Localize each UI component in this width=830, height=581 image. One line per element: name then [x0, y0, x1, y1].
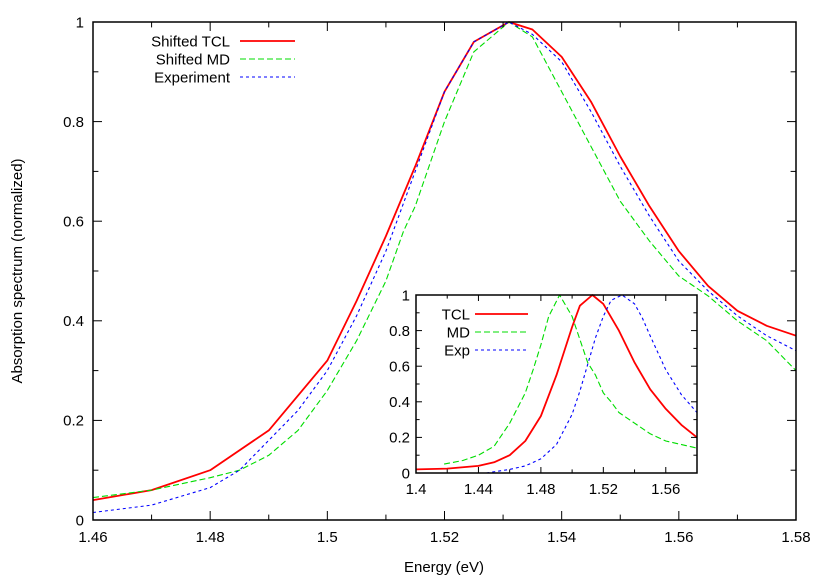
- x-tick-label: 1.5: [317, 529, 338, 546]
- x-axis-label: Energy (eV): [404, 559, 484, 576]
- x-tick-label: 1.52: [430, 529, 459, 546]
- main-x-axis: 1.46 1.48 1.5 1.52 1.54 1.56 1.58: [78, 22, 811, 546]
- legend-label: TCL: [442, 306, 470, 323]
- legend-label: Shifted TCL: [151, 33, 230, 50]
- x-tick-label: 1.48: [196, 529, 225, 546]
- main-y-axis: 0 0.2 0.4 0.6 0.8 1: [63, 14, 796, 529]
- legend-label: Experiment: [154, 69, 231, 86]
- series-shifted-md: [92, 21, 797, 499]
- series-exp: [486, 294, 698, 474]
- legend-label: Shifted MD: [156, 51, 230, 68]
- legend-label: Exp: [444, 342, 470, 359]
- series-experiment: [92, 21, 797, 514]
- y-axis-label: Absorption spectrum (normalized): [9, 158, 26, 383]
- y-tick-label: 0.8: [389, 323, 410, 340]
- x-tick-label: 1.54: [547, 529, 576, 546]
- y-tick-label: 0.2: [63, 413, 84, 430]
- inset-y-axis: 0 0.2 0.4 0.6 0.8 1: [389, 287, 697, 482]
- y-tick-label: 0.4: [63, 313, 84, 330]
- inset-plot: 1.4 1.44 1.48 1.52 1.56 0 0.2 0.4 0.6 0.8 1 TCLMD…: [389, 287, 698, 498]
- y-tick-label: 0.2: [389, 430, 410, 447]
- y-tick-label: 0.8: [63, 114, 84, 131]
- y-tick-label: 0: [402, 465, 410, 482]
- y-tick-label: 0.4: [389, 394, 410, 411]
- x-tick-label: 1.56: [664, 529, 693, 546]
- inset-curves: [415, 294, 698, 474]
- x-tick-label: 1.44: [464, 481, 493, 498]
- series-tcl: [415, 294, 698, 471]
- x-tick-label: 1.4: [406, 481, 427, 498]
- y-tick-label: 0: [76, 512, 84, 529]
- x-tick-label: 1.46: [78, 529, 107, 546]
- y-tick-label: 1: [402, 287, 410, 304]
- x-tick-label: 1.56: [651, 481, 680, 498]
- x-tick-label: 1.48: [526, 481, 555, 498]
- y-tick-label: 1: [76, 14, 84, 31]
- main-plot: 1.46 1.48 1.5 1.52 1.54 1.56 1.58 0 0.2 0.4 0.6 0.…: [9, 14, 811, 576]
- y-tick-label: 0.6: [63, 213, 84, 230]
- y-tick-label: 0.6: [389, 358, 410, 375]
- inset-x-axis: 1.4 1.44 1.48 1.52 1.56: [406, 295, 698, 498]
- series-md: [443, 294, 698, 465]
- x-tick-label: 1.58: [781, 529, 810, 546]
- legend-label: MD: [447, 324, 470, 341]
- x-tick-label: 1.52: [589, 481, 618, 498]
